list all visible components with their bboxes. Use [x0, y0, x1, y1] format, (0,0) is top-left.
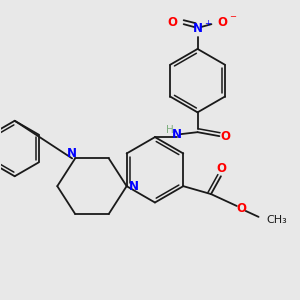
Text: H: H — [166, 125, 174, 135]
Text: O: O — [237, 202, 247, 215]
Text: N: N — [129, 180, 139, 193]
Text: N: N — [67, 147, 77, 160]
Text: N: N — [193, 22, 202, 34]
Text: −: − — [229, 12, 236, 21]
Text: O: O — [168, 16, 178, 29]
Text: CH₃: CH₃ — [266, 215, 287, 225]
Text: +: + — [204, 19, 211, 28]
Text: O: O — [220, 130, 230, 142]
Text: O: O — [216, 162, 226, 175]
Text: N: N — [172, 128, 182, 141]
Text: O: O — [217, 16, 227, 29]
